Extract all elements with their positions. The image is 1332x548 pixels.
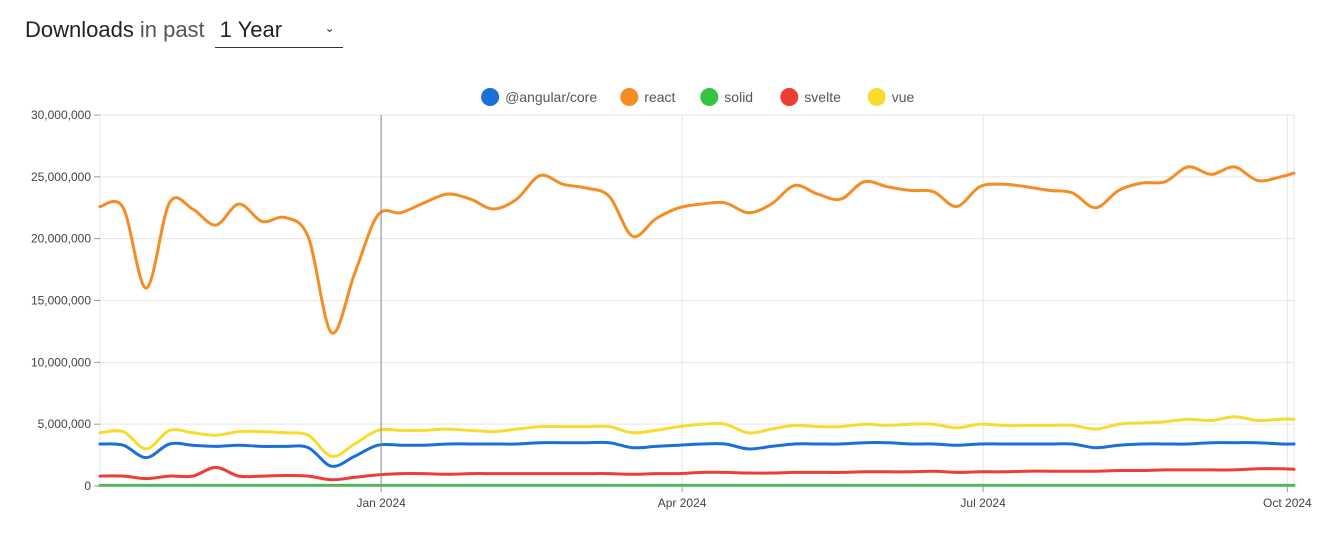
time-range-select[interactable]: 1 Year ⌄ bbox=[214, 13, 343, 48]
y-tick-label: 15,000,000 bbox=[31, 294, 91, 308]
legend-label: @angular/core bbox=[505, 89, 597, 105]
y-tick-label: 25,000,000 bbox=[31, 170, 91, 184]
x-tick-label: Oct 2024 bbox=[1263, 496, 1312, 510]
legend-swatch bbox=[867, 88, 886, 106]
y-tick-label: 0 bbox=[84, 479, 91, 493]
series-line-vue bbox=[98, 415, 1296, 458]
series-line-svelte bbox=[98, 465, 1296, 482]
series-line-react bbox=[98, 165, 1296, 335]
legend-label: vue bbox=[892, 89, 915, 105]
y-tick-label: 20,000,000 bbox=[31, 232, 91, 246]
chart-grid bbox=[99, 114, 1295, 487]
chart-series bbox=[98, 165, 1296, 487]
y-tick-label: 10,000,000 bbox=[31, 355, 91, 369]
chart-axes: 0 5,000,000 10,000,000 15,000,000 20,000,000… bbox=[31, 108, 1312, 510]
legend-item-react[interactable]: react bbox=[620, 88, 676, 106]
chart-legend: @angular/core react solid svelte vue bbox=[481, 88, 914, 106]
legend-swatch bbox=[700, 88, 719, 106]
x-tick-label: Jul 2024 bbox=[960, 496, 1006, 510]
time-range-value: 1 Year bbox=[219, 16, 283, 42]
header-subtitle: in past bbox=[139, 17, 205, 42]
y-tick-label: 5,000,000 bbox=[38, 417, 92, 431]
legend-swatch bbox=[620, 88, 639, 106]
x-tick-label: Apr 2024 bbox=[658, 496, 707, 510]
legend-label: svelte bbox=[804, 89, 841, 105]
x-tick-label: Jan 2024 bbox=[356, 496, 406, 510]
legend-swatch bbox=[481, 88, 500, 106]
legend-item-vue[interactable]: vue bbox=[867, 88, 915, 106]
y-tick-label: 30,000,000 bbox=[31, 108, 91, 122]
legend-item-solid[interactable]: solid bbox=[700, 88, 753, 106]
header-title: Downloads bbox=[25, 17, 134, 42]
legend-swatch bbox=[780, 88, 799, 106]
legend-label: react bbox=[644, 89, 675, 105]
chevron-down-icon: ⌄ bbox=[324, 20, 335, 35]
legend-item-angular-core[interactable]: @angular/core bbox=[481, 88, 597, 106]
legend-item-svelte[interactable]: svelte bbox=[780, 88, 841, 106]
legend-label: solid bbox=[724, 89, 753, 105]
series-line-angular-core bbox=[98, 440, 1296, 468]
downloads-header: Downloads in past 1 Year ⌄ bbox=[25, 12, 343, 48]
